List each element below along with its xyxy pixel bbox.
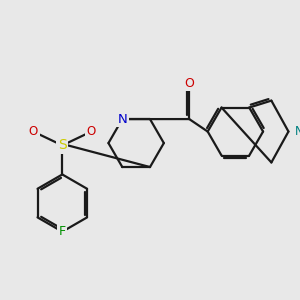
Text: N: N [117, 112, 127, 126]
Text: O: O [184, 76, 194, 90]
Text: S: S [58, 138, 67, 152]
Text: O: O [87, 125, 96, 138]
Text: F: F [59, 225, 66, 238]
Text: NH: NH [295, 125, 300, 138]
Text: O: O [28, 125, 38, 138]
